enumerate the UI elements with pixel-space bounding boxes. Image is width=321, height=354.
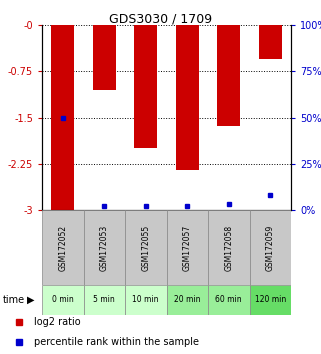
FancyBboxPatch shape (42, 210, 83, 285)
Bar (134, 25, 157, 148)
Text: GDS3030 / 1709: GDS3030 / 1709 (109, 12, 212, 25)
Bar (217, 25, 240, 126)
Bar (51, 25, 74, 210)
Text: GSM172057: GSM172057 (183, 224, 192, 270)
FancyBboxPatch shape (249, 210, 291, 285)
FancyBboxPatch shape (125, 285, 167, 315)
Text: GSM172055: GSM172055 (141, 224, 150, 270)
Text: GSM172058: GSM172058 (224, 224, 233, 270)
Text: 60 min: 60 min (215, 296, 242, 304)
Text: 120 min: 120 min (255, 296, 286, 304)
Text: GSM172052: GSM172052 (58, 224, 67, 270)
FancyBboxPatch shape (249, 285, 291, 315)
Text: 5 min: 5 min (93, 296, 115, 304)
Text: 0 min: 0 min (52, 296, 74, 304)
FancyBboxPatch shape (208, 210, 249, 285)
Text: GSM172059: GSM172059 (266, 224, 275, 270)
FancyBboxPatch shape (83, 210, 125, 285)
Bar (259, 25, 282, 59)
Bar (176, 25, 199, 170)
FancyBboxPatch shape (167, 285, 208, 315)
Text: GSM172053: GSM172053 (100, 224, 109, 270)
Bar (93, 25, 116, 90)
FancyBboxPatch shape (125, 210, 167, 285)
FancyBboxPatch shape (167, 210, 208, 285)
FancyBboxPatch shape (83, 285, 125, 315)
Text: time: time (3, 295, 25, 305)
FancyBboxPatch shape (208, 285, 249, 315)
Text: 10 min: 10 min (133, 296, 159, 304)
Text: 20 min: 20 min (174, 296, 201, 304)
Text: percentile rank within the sample: percentile rank within the sample (33, 337, 198, 347)
Text: log2 ratio: log2 ratio (33, 317, 80, 327)
Text: ▶: ▶ (27, 295, 35, 305)
FancyBboxPatch shape (42, 285, 83, 315)
